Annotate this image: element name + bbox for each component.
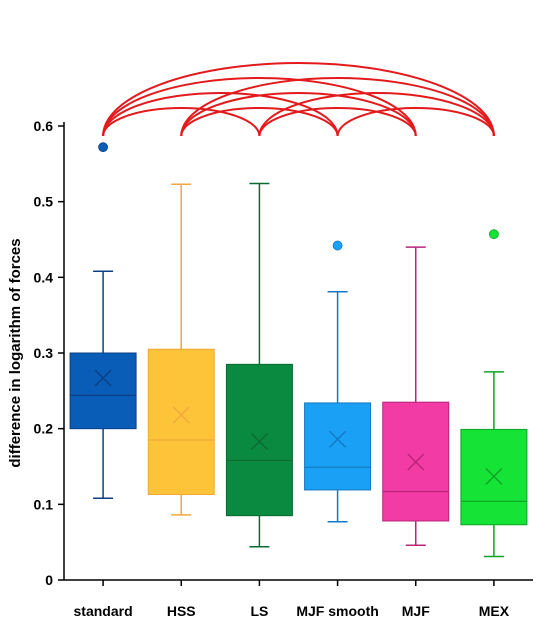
y-tick-label: 0.4 bbox=[34, 269, 54, 285]
significance-arc bbox=[258, 92, 495, 137]
significance-arc bbox=[180, 107, 339, 137]
y-tick-label: 0.3 bbox=[34, 345, 54, 361]
x-tick-label: HSS bbox=[167, 603, 196, 619]
box-body bbox=[69, 352, 137, 430]
significance-arc bbox=[336, 107, 495, 137]
mean-marker bbox=[172, 406, 190, 424]
outlier-point bbox=[332, 240, 343, 251]
mean-marker bbox=[329, 430, 347, 448]
box-mjf bbox=[382, 246, 450, 546]
y-tick-label: 0.2 bbox=[34, 421, 54, 437]
y-tick-label: 0 bbox=[45, 572, 53, 588]
x-tick-label: standard bbox=[74, 603, 133, 619]
y-tick-label: 0.6 bbox=[34, 118, 54, 134]
outlier-point bbox=[98, 142, 108, 153]
x-tick-label: LS bbox=[250, 603, 268, 619]
significance-arc bbox=[258, 107, 417, 137]
significance-arc bbox=[102, 92, 339, 137]
box-mjf-smooth bbox=[304, 240, 372, 523]
significance-arc bbox=[102, 62, 495, 137]
significance-arc bbox=[180, 76, 495, 137]
box-standard bbox=[69, 142, 137, 500]
significance-arc bbox=[102, 107, 261, 137]
box-mex bbox=[460, 229, 528, 558]
y-tick-label: 0.1 bbox=[34, 496, 54, 512]
y-axis-title: difference in logarithm of forces bbox=[7, 238, 24, 467]
outlier-point bbox=[489, 229, 499, 240]
boxes bbox=[69, 142, 528, 558]
axes: 0 0.1 0.2 0.3 0.4 0.5 0.6 standard HSS LS MJF smoo… bbox=[34, 118, 533, 619]
significance-arcs bbox=[102, 62, 495, 137]
box-body bbox=[225, 363, 293, 517]
y-tick-label: 0.5 bbox=[34, 194, 54, 210]
mean-marker bbox=[250, 433, 268, 451]
mean-marker bbox=[407, 453, 425, 471]
box-ls bbox=[225, 182, 293, 548]
box-body bbox=[147, 348, 215, 495]
mean-marker bbox=[94, 369, 112, 387]
x-tick-label: MJF bbox=[402, 603, 430, 619]
mean-marker bbox=[485, 467, 503, 485]
x-tick-label: MEX bbox=[479, 603, 510, 619]
box-body bbox=[304, 402, 372, 491]
x-tick-label: MJF smooth bbox=[296, 603, 378, 619]
significance-arc bbox=[180, 92, 417, 137]
box-hss bbox=[147, 183, 215, 516]
